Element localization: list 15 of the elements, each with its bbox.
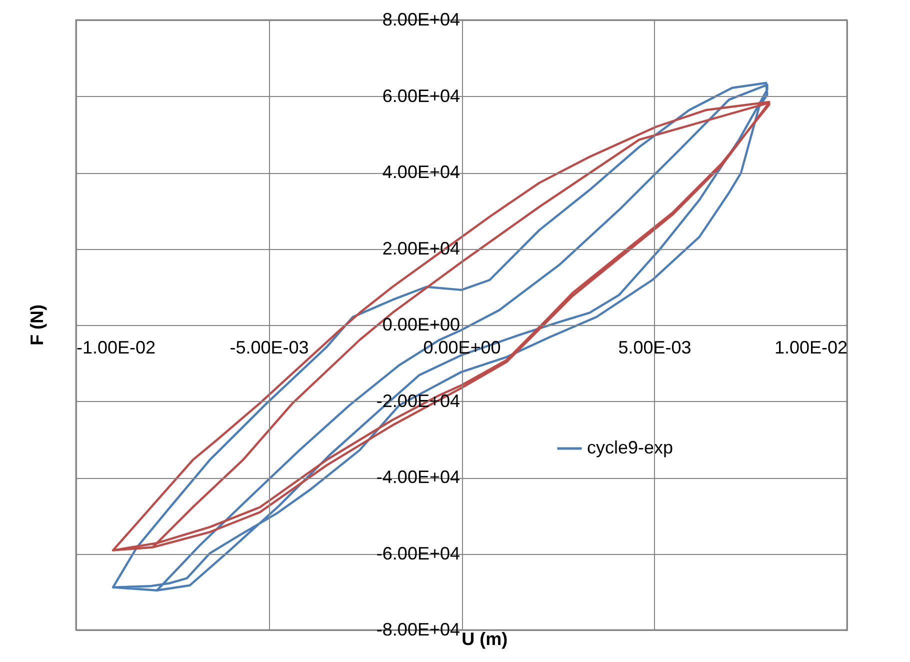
y-tick-label: 6.00E+04 [382,86,460,106]
y-tick-label: -6.00E+04 [376,543,460,564]
x-tick-label: -5.00E-03 [230,338,309,358]
x-tick-label: 1.00E-02 [774,338,848,358]
y-tick-label: -8.00E+04 [376,620,460,640]
y-tick-label: 2.00E+04 [382,238,460,258]
y-axis-title: F (N) [27,304,47,346]
x-axis-title: U (m) [462,629,508,649]
legend-label: cycle9-exp [587,438,674,458]
x-tick-label: 5.00E-03 [618,338,692,358]
x-tick-label: -1.00E-02 [76,338,156,358]
y-tick-label: 4.00E+04 [382,162,460,182]
y-tick-label: 0.00E+00 [382,314,460,334]
y-tick-label: -4.00E+04 [376,467,460,487]
y-tick-label: 8.00E+04 [382,10,460,30]
